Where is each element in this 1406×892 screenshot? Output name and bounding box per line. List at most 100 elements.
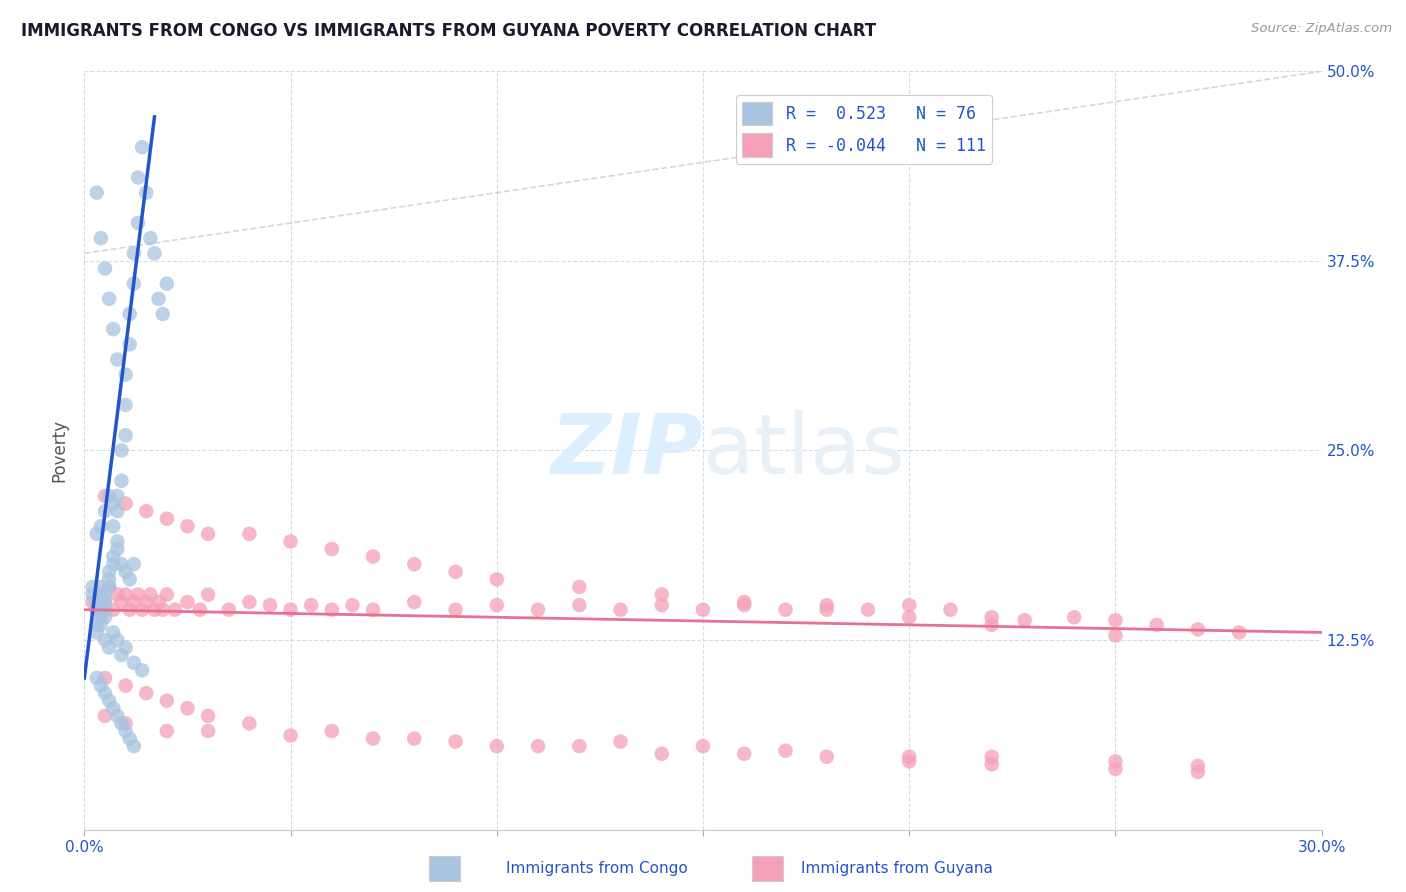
Point [321, 603, 343, 617]
Point [197, 588, 219, 602]
Point [103, 549, 125, 564]
Point [898, 610, 921, 624]
Point [105, 489, 128, 503]
Point [86, 603, 108, 617]
Point [197, 708, 219, 723]
Point [118, 337, 141, 351]
Point [165, 603, 187, 617]
Point [651, 598, 673, 612]
Point [114, 565, 136, 579]
Point [197, 526, 219, 541]
Point [156, 588, 179, 602]
Point [527, 603, 550, 617]
Point [692, 739, 714, 753]
Point [98, 292, 121, 306]
Point [815, 603, 838, 617]
Point [122, 656, 145, 670]
Point [280, 603, 302, 617]
Point [90, 617, 112, 632]
Point [98, 694, 121, 708]
Point [105, 633, 128, 648]
Point [609, 734, 631, 748]
Point [980, 610, 1002, 624]
Point [1187, 764, 1209, 779]
Point [1104, 755, 1126, 769]
Point [90, 588, 112, 602]
Point [527, 739, 550, 753]
Point [342, 598, 364, 612]
Point [103, 557, 125, 572]
Point [90, 519, 112, 533]
Point [98, 565, 121, 579]
Point [122, 739, 145, 753]
Point [131, 603, 153, 617]
Point [568, 598, 591, 612]
Point [651, 588, 673, 602]
Point [131, 140, 153, 154]
Point [156, 277, 179, 291]
Point [485, 573, 508, 587]
Point [1227, 625, 1250, 640]
Point [775, 744, 797, 758]
Point [238, 716, 260, 731]
Point [122, 277, 145, 291]
Point [105, 504, 128, 518]
Point [299, 598, 322, 612]
Point [361, 549, 384, 564]
Point [90, 678, 112, 692]
Point [90, 580, 112, 594]
Point [86, 671, 108, 685]
Point [280, 729, 302, 743]
Point [114, 724, 136, 739]
Point [114, 588, 136, 602]
Point [94, 595, 117, 609]
Point [103, 701, 125, 715]
Point [444, 603, 467, 617]
Text: Immigrants from Congo: Immigrants from Congo [506, 861, 688, 876]
Point [103, 322, 125, 336]
Point [444, 565, 467, 579]
Point [110, 557, 132, 572]
Point [94, 671, 117, 685]
Point [94, 261, 117, 276]
Point [127, 216, 149, 230]
Point [139, 588, 162, 602]
Point [105, 708, 128, 723]
Point [90, 588, 112, 602]
Point [815, 749, 838, 764]
Point [90, 610, 112, 624]
Point [143, 246, 166, 260]
Point [127, 170, 149, 185]
Point [118, 603, 141, 617]
Point [86, 595, 108, 609]
Point [135, 686, 157, 700]
Point [98, 489, 121, 503]
Point [1104, 628, 1126, 642]
Point [135, 504, 157, 518]
Point [404, 731, 426, 746]
Point [176, 595, 198, 609]
Point [114, 678, 136, 692]
Point [148, 595, 170, 609]
Point [94, 595, 117, 609]
Point [156, 694, 179, 708]
Point [110, 648, 132, 662]
Point [733, 747, 755, 761]
Point [82, 580, 104, 594]
Point [82, 595, 104, 609]
Point [1146, 617, 1168, 632]
Point [139, 231, 162, 245]
Point [90, 231, 112, 245]
Point [404, 557, 426, 572]
Point [98, 580, 121, 594]
Point [114, 398, 136, 412]
Point [1104, 762, 1126, 776]
Point [152, 307, 174, 321]
Point [86, 625, 108, 640]
Point [90, 595, 112, 609]
Point [898, 749, 921, 764]
Point [118, 731, 141, 746]
Point [733, 598, 755, 612]
Point [259, 598, 281, 612]
Point [94, 588, 117, 602]
